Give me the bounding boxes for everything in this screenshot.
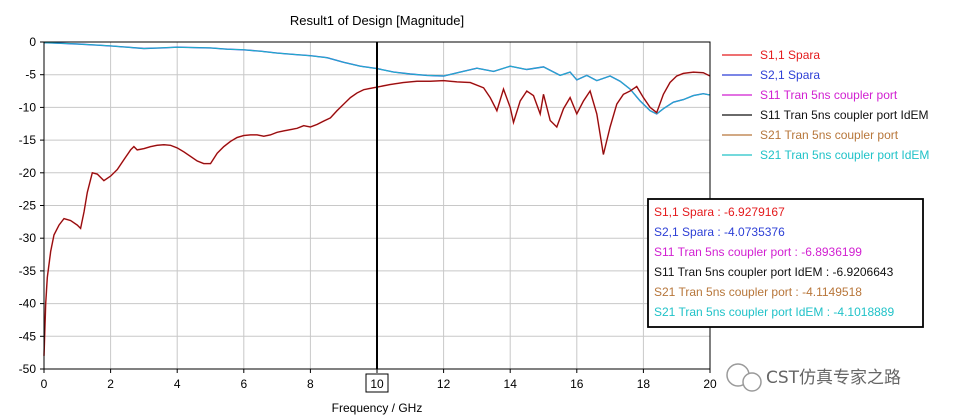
readout-line: S11 Tran 5ns coupler port IdEM : -6.9206… [654, 265, 894, 279]
x-tick-label: 14 [504, 377, 518, 391]
legend-entry[interactable]: S2,1 Spara [760, 68, 820, 82]
x-tick-label: 0 [41, 377, 48, 391]
legend-entry[interactable]: S11 Tran 5ns coupler port IdEM [760, 108, 929, 122]
marker-label: 10 [370, 377, 384, 391]
y-tick-label: -20 [19, 166, 37, 180]
x-tick-label: 12 [437, 377, 451, 391]
y-tick-label: -35 [19, 264, 37, 278]
y-tick-label: 0 [29, 35, 36, 49]
x-axis-label: Frequency / GHz [332, 401, 423, 415]
frequency-marker[interactable]: 10 [365, 42, 389, 393]
axis-ticks: 0 2 4 6 8 12 14 16 18 20 0 -5 -10 -15 -20 -25 -30 -35 -40 -… [19, 35, 717, 391]
readout-line: S2,1 Spara : -4.0735376 [654, 225, 785, 239]
y-tick-label: -40 [19, 297, 37, 311]
readout-line: S11 Tran 5ns coupler port : -6.8936199 [654, 245, 862, 259]
watermark: CST仿真专家之路 [726, 363, 901, 392]
readout-line: S21 Tran 5ns coupler port : -4.1149518 [654, 285, 862, 299]
legend-entry[interactable]: S21 Tran 5ns coupler port [760, 128, 899, 142]
series-line-s11-tran-idem [43, 71, 711, 356]
chart-title: Result1 of Design [Magnitude] [290, 13, 464, 28]
y-tick-label: -5 [25, 68, 36, 82]
x-tick-label: 20 [703, 377, 717, 391]
y-tick-label: -25 [19, 199, 37, 213]
legend[interactable]: S1,1 Spara S2,1 Spara S11 Tran 5ns coupler… [722, 48, 929, 162]
x-tick-label: 8 [307, 377, 314, 391]
x-tick-label: 18 [637, 377, 651, 391]
marker-label-box[interactable] [365, 373, 389, 393]
readout-line: S1,1 Spara : -6.9279167 [654, 205, 785, 219]
marker-readout-box: S1,1 Spara : -6.9279167 S2,1 Spara : -4.0… [647, 198, 924, 328]
x-tick-label: 4 [174, 377, 181, 391]
x-tick-label: 2 [107, 377, 114, 391]
readout-line: S21 Tran 5ns coupler port IdEM : -4.1018… [654, 305, 894, 319]
x-tick-label: 6 [240, 377, 247, 391]
wechat-icon [726, 363, 762, 392]
y-tick-label: -15 [19, 133, 37, 147]
legend-entry[interactable]: S1,1 Spara [760, 48, 820, 62]
wechat-bubble-right [742, 372, 762, 392]
legend-entry[interactable]: S11 Tran 5ns coupler port [760, 88, 898, 102]
x-tick-label: 16 [570, 377, 584, 391]
readout-frame [647, 198, 924, 328]
y-tick-label: -10 [19, 100, 37, 114]
y-tick-label: -30 [19, 231, 37, 245]
watermark-text: CST仿真专家之路 [766, 368, 901, 388]
legend-entry[interactable]: S21 Tran 5ns coupler port IdEM [760, 148, 929, 162]
series-line-s21-tran-idem [43, 42, 711, 115]
y-tick-label: -50 [19, 362, 37, 376]
y-tick-label: -45 [19, 329, 37, 343]
plot-lines [43, 42, 711, 356]
